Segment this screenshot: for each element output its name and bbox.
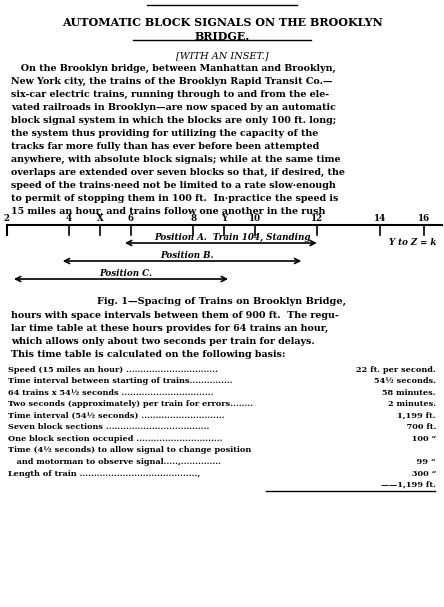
Text: 99 “: 99 “ [405, 458, 436, 466]
Text: [WITH AN INSET.]: [WITH AN INSET.] [176, 51, 268, 60]
Text: X: X [96, 214, 103, 223]
Text: 100 “: 100 “ [403, 435, 436, 443]
Text: to permit of stopping them in 100 ft.  In·practice the speed is: to permit of stopping them in 100 ft. In… [11, 194, 338, 203]
Text: 2: 2 [4, 214, 10, 223]
Text: six-car electric trains, running through to and from the ele-: six-car electric trains, running through… [11, 90, 329, 99]
Text: 54½ seconds.: 54½ seconds. [374, 378, 436, 385]
Text: block signal system in which the blocks are only 100 ft. long;: block signal system in which the blocks … [11, 116, 337, 125]
Text: speed of the trains·need not be limited to a rate slow·enough: speed of the trains·need not be limited … [11, 181, 336, 190]
Text: Speed (15 miles an hour) ................................: Speed (15 miles an hour) ...............… [8, 366, 218, 374]
Text: Fig. 1—Spacing of Trains on Brooklyn Bridge,: Fig. 1—Spacing of Trains on Brooklyn Bri… [97, 297, 347, 306]
Text: Length of train .........................................,: Length of train ........................… [8, 469, 200, 478]
Text: tracks far more fully than has ever before been attempted: tracks far more fully than has ever befo… [11, 142, 319, 151]
Text: anywhere, with absolute block signals; while at the same time: anywhere, with absolute block signals; w… [11, 155, 341, 164]
Text: Y: Y [221, 214, 227, 223]
Text: 64 trains x 54½ seconds ................................: 64 trains x 54½ seconds ................… [8, 389, 214, 397]
Text: 58 minutes.: 58 minutes. [382, 389, 436, 397]
Text: ——1,199 ft.: ——1,199 ft. [381, 481, 436, 489]
Text: Time interval (54½ seconds) .............................: Time interval (54½ seconds) ............… [8, 412, 225, 420]
Text: which allows only about two seconds per train for delays.: which allows only about two seconds per … [11, 337, 315, 346]
Text: 300 “: 300 “ [406, 469, 436, 478]
Text: Position B.: Position B. [160, 251, 213, 260]
Text: 2 minutes.: 2 minutes. [388, 401, 436, 409]
Text: AUTOMATIC BLOCK SIGNALS ON THE BROOKLYN: AUTOMATIC BLOCK SIGNALS ON THE BROOKLYN [62, 17, 382, 28]
Text: Time (4½ seconds) to allow signal to change position: Time (4½ seconds) to allow signal to cha… [8, 447, 251, 455]
Text: 16: 16 [418, 214, 430, 223]
Text: Seven block sections ....................................: Seven block sections ...................… [8, 424, 210, 432]
Text: 8: 8 [190, 214, 196, 223]
Text: Position A.  Train 104, Standing: Position A. Train 104, Standing [154, 233, 310, 242]
Text: 14: 14 [373, 214, 386, 223]
Text: Two seconds (approximately) per train for errors........: Two seconds (approximately) per train fo… [8, 401, 256, 409]
Text: New York city, the trains of the Brooklyn Rapid Transit Co.—: New York city, the trains of the Brookly… [11, 77, 333, 86]
Text: and motorman to observe signal.....,..............: and motorman to observe signal.....,....… [8, 458, 227, 466]
Text: This time table is calculated on the following basis:: This time table is calculated on the fol… [11, 350, 285, 359]
Text: hours with space intervals between them of 900 ft.  The regu-: hours with space intervals between them … [11, 311, 339, 320]
Text: 22 ft. per second.: 22 ft. per second. [356, 366, 436, 374]
Text: 1,199 ft.: 1,199 ft. [397, 412, 436, 420]
Text: lar time table at these hours provides for 64 trains an hour,: lar time table at these hours provides f… [11, 324, 329, 333]
Text: Time interval between starting of trains...............: Time interval between starting of trains… [8, 378, 233, 385]
Text: Y to Z = k: Y to Z = k [388, 239, 436, 248]
Text: 700 ft.: 700 ft. [398, 424, 436, 432]
Text: 15 miles an hour, and trains follow one another in the rush: 15 miles an hour, and trains follow one … [11, 207, 325, 216]
Text: 6: 6 [128, 214, 134, 223]
Text: 10: 10 [249, 214, 262, 223]
Text: On the Brooklyn bridge, between Manhattan and Brooklyn,: On the Brooklyn bridge, between Manhatta… [11, 64, 336, 73]
Text: overlaps are extended over seven blocks so that, if desired, the: overlaps are extended over seven blocks … [11, 168, 345, 177]
Text: 4: 4 [66, 214, 72, 223]
Text: BRIDGE.: BRIDGE. [194, 31, 250, 42]
Text: Position C.: Position C. [99, 269, 152, 278]
Text: vated railroads in Brooklyn—are now spaced by an automatic: vated railroads in Brooklyn—are now spac… [11, 103, 336, 112]
Text: 12: 12 [311, 214, 324, 223]
Text: the system thus providing for utilizing the capacity of the: the system thus providing for utilizing … [11, 129, 318, 138]
Text: One block section occupied ..............................: One block section occupied .............… [8, 435, 222, 443]
